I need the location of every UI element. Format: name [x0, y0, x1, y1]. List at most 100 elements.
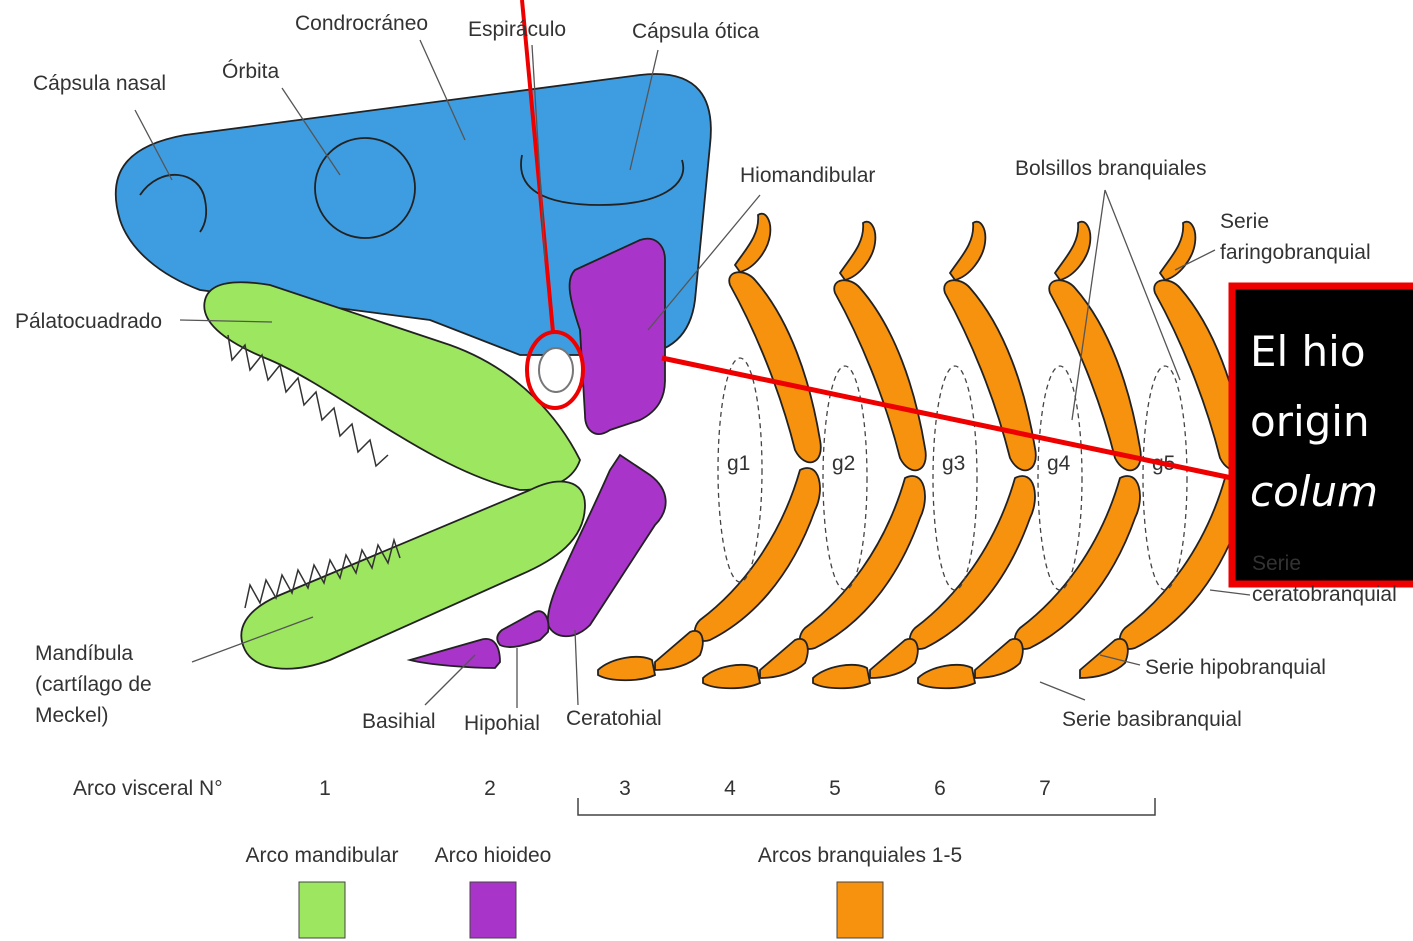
leader-line	[1099, 654, 1141, 666]
cartilage	[759, 638, 809, 679]
cartilage	[702, 664, 762, 690]
label: (cartílago de	[35, 673, 152, 696]
legend-label: Arcos branquiales 1-5	[758, 844, 962, 867]
label: Meckel)	[35, 704, 109, 727]
legend-swatch	[298, 881, 346, 939]
gill-pouch	[1142, 365, 1188, 591]
arch-number: 6	[934, 777, 946, 800]
gill-arch	[597, 212, 822, 682]
callout-text: colum	[1250, 467, 1378, 516]
cartilage	[948, 220, 987, 282]
gill-pouch	[932, 365, 978, 591]
spiracle	[538, 347, 574, 393]
label: Cápsula ótica	[632, 20, 760, 43]
leader-line	[574, 629, 579, 706]
branchial-arches: g1g2g3g4g5	[597, 212, 1247, 690]
leader-line	[179, 319, 273, 323]
legend-swatch	[836, 881, 884, 939]
arch-number: 1	[319, 777, 331, 800]
ceratohyal	[546, 453, 667, 638]
legend-label: Arco mandibular	[246, 844, 399, 867]
otic-capsule	[520, 154, 685, 206]
leader-line	[1039, 681, 1086, 701]
gill-pouch	[717, 357, 763, 583]
cartilage	[1079, 638, 1129, 679]
cartilage	[798, 475, 926, 650]
label: faringobranquial	[1220, 241, 1371, 264]
label: Hiomandibular	[740, 164, 875, 187]
cartilage	[693, 467, 821, 642]
arch-number: 5	[829, 777, 841, 800]
leader-line	[1209, 589, 1251, 596]
gill-arch	[917, 220, 1142, 690]
label: Cápsula nasal	[33, 72, 166, 95]
label: Bolsillos branquiales	[1015, 157, 1206, 180]
cartilage	[1048, 279, 1142, 472]
cartilage	[869, 638, 919, 679]
arch-number: 2	[484, 777, 496, 800]
gill-label: g1	[727, 452, 750, 475]
gill-pouch	[822, 365, 868, 591]
cartilage	[812, 664, 872, 690]
cartilage	[974, 638, 1024, 679]
cartilage	[1013, 475, 1141, 650]
label: Mandíbula	[35, 642, 133, 665]
leader-line	[1174, 249, 1216, 271]
arch-number: 7	[1039, 777, 1051, 800]
cartilage	[1053, 220, 1092, 282]
label: Serie	[1220, 210, 1269, 233]
gill-arch	[812, 220, 1037, 690]
label: Espiráculo	[468, 18, 566, 41]
lower-teeth	[244, 537, 401, 609]
callout-text: El hio	[1250, 327, 1366, 376]
label: Pálatocuadrado	[15, 310, 162, 333]
leader-line	[531, 44, 546, 261]
gill-label: g2	[832, 452, 855, 475]
label: Serie basibranquial	[1062, 708, 1242, 731]
cartilage	[833, 279, 927, 472]
label: Serie	[1252, 552, 1301, 575]
arch-row-title: Arco visceral N°	[73, 777, 223, 800]
upper-teeth	[227, 334, 389, 468]
basihyal	[406, 638, 501, 669]
cartilage	[654, 630, 704, 671]
bracket	[577, 798, 1156, 816]
label: Basihial	[362, 710, 436, 733]
legend-label: Arco hioideo	[435, 844, 552, 867]
cartilage	[733, 212, 772, 274]
leader-line	[281, 87, 341, 176]
leader-line	[191, 616, 314, 663]
orbit	[314, 137, 416, 239]
label: Hipohial	[464, 712, 540, 735]
mandible	[240, 480, 586, 670]
leader-line	[419, 39, 466, 141]
callout-text: origin	[1250, 397, 1370, 446]
gill-label: g3	[942, 452, 965, 475]
gill-arch	[702, 220, 927, 690]
pointer-line	[661, 355, 1233, 481]
cartilage	[838, 220, 877, 282]
cartilage	[917, 664, 977, 690]
leader-line	[134, 109, 173, 181]
cartilage	[728, 271, 822, 464]
cartilage	[1158, 220, 1197, 282]
pointer-line	[520, 0, 555, 333]
arch-number: 3	[619, 777, 631, 800]
label: ceratobranquial	[1252, 583, 1397, 606]
label: Condrocráneo	[295, 12, 428, 35]
highlight-circle	[525, 330, 585, 410]
legend-swatch	[469, 881, 517, 939]
gill-label: g4	[1047, 452, 1071, 475]
hypohyal	[496, 610, 550, 648]
cartilage	[943, 279, 1037, 472]
gill-arch	[1079, 220, 1247, 679]
leader-line	[1071, 189, 1181, 421]
arch-number: 4	[724, 777, 736, 800]
label: Serie hipobranquial	[1145, 656, 1326, 679]
leader-line	[424, 654, 476, 706]
label: Órbita	[222, 60, 280, 83]
leader-line	[647, 194, 761, 331]
nasal-capsule	[139, 173, 208, 233]
leader-line	[629, 49, 659, 171]
callout-box	[1228, 282, 1413, 588]
